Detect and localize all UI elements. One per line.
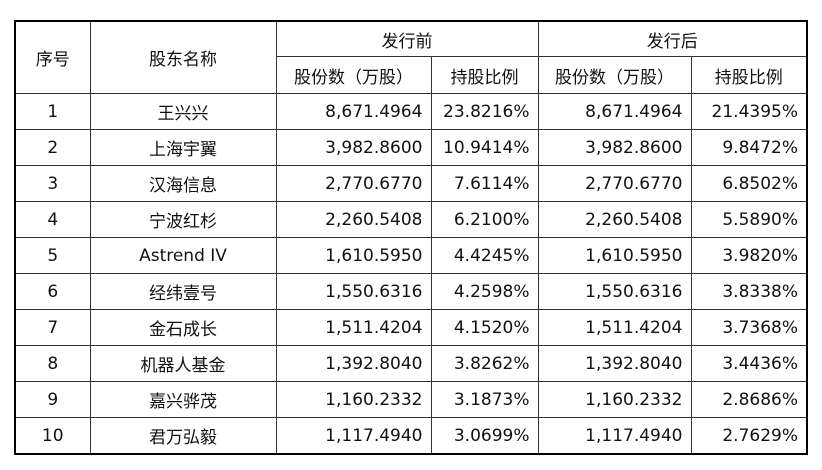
table-cell: 1,117.4940 (275, 417, 432, 455)
table-cell: 6.8502% (690, 165, 808, 202)
table-cell: 1,610.5950 (275, 237, 432, 274)
table-cell: 8,671.4964 (537, 93, 692, 130)
table-cell: 5 (14, 237, 91, 274)
table-wrap: 序号 股东名称 发行前 发行后 股份数（万股） 持股比例 股份数（万股） 持股比… (14, 20, 808, 455)
table-row: 6 经纬壹号 1,550.6316 4.2598% 1,550.6316 3.8338% (14, 273, 808, 310)
table-cell: 2,260.5408 (275, 201, 432, 238)
header-cell: 发行后 (537, 20, 808, 57)
table-cell: 5.5890% (690, 201, 808, 238)
table-cell: 4.2598% (430, 273, 539, 310)
table-cell: 1 (14, 93, 91, 130)
table-cell: 3,982.8600 (537, 129, 692, 166)
table-cell: 10 (14, 417, 91, 455)
table-cell: 21.4395% (690, 93, 808, 130)
table-cell: 8,671.4964 (275, 93, 432, 130)
table-cell: 1,160.2332 (537, 381, 692, 418)
table-cell: 6 (14, 273, 91, 310)
table-cell: 3.0699% (430, 417, 539, 455)
table-cell: 1,550.6316 (537, 273, 692, 310)
table-cell: 23.8216% (430, 93, 539, 130)
table-cell: 机器人基金 (89, 345, 277, 382)
table-cell: 10.9414% (430, 129, 539, 166)
table-cell: 2,260.5408 (537, 201, 692, 238)
table-cell: 6.2100% (430, 201, 539, 238)
table-cell: 1,117.4940 (537, 417, 692, 455)
table-cell: 3.9820% (690, 237, 808, 274)
table-cell: 4 (14, 201, 91, 238)
shareholder-table: 序号 股东名称 发行前 发行后 股份数（万股） 持股比例 股份数（万股） 持股比… (14, 20, 808, 455)
table-cell: 7.6114% (430, 165, 539, 202)
table-cell: 3.4436% (690, 345, 808, 382)
table-body: 1 王兴兴 8,671.4964 23.8216% 8,671.4964 21.4395%… (14, 93, 808, 455)
header-cell: 股份数（万股） (537, 56, 692, 94)
header-cell: 发行前 (275, 20, 539, 57)
table-row: 1 王兴兴 8,671.4964 23.8216% 8,671.4964 21.4395% (14, 93, 808, 130)
table-cell: 君万弘毅 (89, 417, 277, 455)
table-row: 10 君万弘毅 1,117.4940 3.0699% 1,117.4940 2.7629% (14, 417, 808, 455)
header-cell: 持股比例 (690, 56, 808, 94)
table-row: 4 宁波红杉 2,260.5408 6.2100% 2,260.5408 5.5890% (14, 201, 808, 238)
table-cell: 3.1873% (430, 381, 539, 418)
table-cell: 3.8338% (690, 273, 808, 310)
table-cell: 1,550.6316 (275, 273, 432, 310)
table-cell: 3,982.8600 (275, 129, 432, 166)
table-cell: 金石成长 (89, 309, 277, 346)
table-cell: 2,770.6770 (537, 165, 692, 202)
table-row: 8 机器人基金 1,392.8040 3.8262% 1,392.8040 3.4436% (14, 345, 808, 382)
subheader-row: 股份数（万股） 持股比例 股份数（万股） 持股比例 (15, 56, 808, 94)
table-cell: 2 (14, 129, 91, 166)
header-cell: 持股比例 (430, 56, 539, 94)
table-cell: 经纬壹号 (89, 273, 277, 310)
table-cell: 2.7629% (690, 417, 808, 455)
table-cell: 1,392.8040 (275, 345, 432, 382)
table-cell: 2.8686% (690, 381, 808, 418)
table-row: 9 嘉兴骅茂 1,160.2332 3.1873% 1,160.2332 2.8686% (14, 381, 808, 418)
table-cell: 4.1520% (430, 309, 539, 346)
table-cell: 3 (14, 165, 91, 202)
table-cell: 4.4245% (430, 237, 539, 274)
header-cell: 序号 (14, 20, 91, 94)
table-cell: 宁波红杉 (89, 201, 277, 238)
table-row: 5 Astrend IV 1,610.5950 4.4245% 1,610.5950 3.… (14, 237, 808, 274)
table-cell: 3.7368% (690, 309, 808, 346)
table-cell: 1,160.2332 (275, 381, 432, 418)
table-cell: 上海宇翼 (89, 129, 277, 166)
table-cell: 1,610.5950 (537, 237, 692, 274)
table-cell: 9 (14, 381, 91, 418)
table-cell: Astrend IV (89, 237, 277, 274)
table-cell: 9.8472% (690, 129, 808, 166)
table-row: 3 汉海信息 2,770.6770 7.6114% 2,770.6770 6.8502% (14, 165, 808, 202)
table-cell: 1,511.4204 (537, 309, 692, 346)
table-cell: 7 (14, 309, 91, 346)
table-cell: 王兴兴 (89, 93, 277, 130)
table-row: 7 金石成长 1,511.4204 4.1520% 1,511.4204 3.7368% (14, 309, 808, 346)
table-cell: 1,392.8040 (537, 345, 692, 382)
header-cell: 股东名称 (89, 20, 277, 94)
table-cell: 1,511.4204 (275, 309, 432, 346)
table-cell: 3.8262% (430, 345, 539, 382)
table-row: 2 上海宇翼 3,982.8600 10.9414% 3,982.8600 9.8472% (14, 129, 808, 166)
table-cell: 嘉兴骅茂 (89, 381, 277, 418)
table-cell: 汉海信息 (89, 165, 277, 202)
table-cell: 2,770.6770 (275, 165, 432, 202)
table-cell: 8 (14, 345, 91, 382)
header-cell: 股份数（万股） (275, 56, 432, 94)
header-row: 序号 股东名称 发行前 发行后 (14, 20, 808, 94)
